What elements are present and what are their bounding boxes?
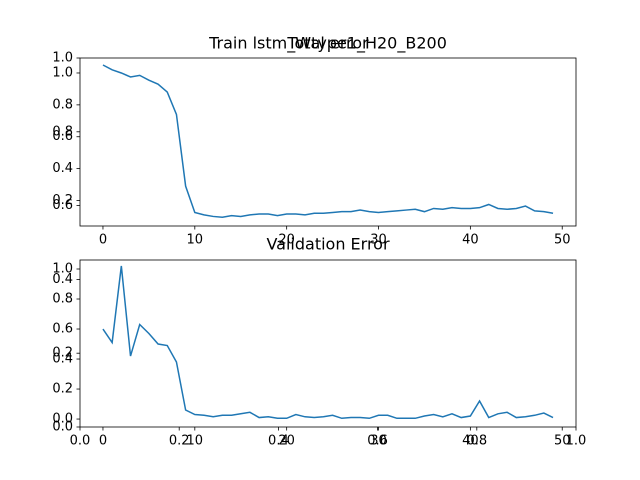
x-tick-label: 50 — [554, 434, 571, 449]
y-tick-label: 0.2 — [52, 193, 73, 208]
x-tick-label: 10 — [187, 233, 204, 248]
x-tick-label: 30 — [370, 434, 387, 449]
line-series — [102, 265, 554, 420]
y-tick-label: 0.0 — [52, 420, 73, 435]
y-tick-label: 0.4 — [52, 161, 73, 176]
y-tick-label: 0.6 — [52, 322, 73, 337]
chart-title: Validation Error — [266, 235, 390, 254]
axes-frame — [79, 57, 577, 227]
chart-title: Train lstm_Wtype1_H20_B200 — [208, 34, 447, 54]
x-tick-label: 20 — [278, 233, 295, 248]
y-tick-label: 0.6 — [52, 129, 73, 144]
y-tick-label: 0.8 — [52, 97, 73, 112]
y-tick-label: 0.0 — [52, 412, 73, 427]
y-tick-label: 0.4 — [52, 272, 73, 287]
chart-title: Total error — [286, 34, 369, 53]
y-tick-label: 1.0 — [52, 262, 73, 277]
x-tick-label: 20 — [278, 434, 295, 449]
x-tick-label: 0.2 — [169, 434, 190, 449]
y-tick-label: 0.8 — [52, 124, 73, 139]
y-tick-label: 1.0 — [52, 65, 73, 80]
line-series — [102, 64, 554, 218]
y-tick-label: 0.2 — [52, 382, 73, 397]
x-tick-label: 0.0 — [70, 434, 91, 449]
x-tick-label: 0 — [99, 233, 107, 248]
x-tick-label: 10 — [187, 434, 204, 449]
x-tick-label: 30 — [370, 233, 387, 248]
x-tick-label: 0 — [99, 434, 107, 449]
y-tick-label: 0.8 — [52, 292, 73, 307]
x-tick-label: 40 — [462, 233, 479, 248]
y-tick-label: 0.6 — [52, 198, 73, 213]
x-tick-label: 0.4 — [268, 434, 289, 449]
x-tick-label: 0.8 — [466, 434, 487, 449]
y-tick-label: 1.0 — [52, 51, 73, 66]
y-tick-label: 0.4 — [52, 352, 73, 367]
x-tick-label: 0.6 — [367, 434, 388, 449]
x-tick-label: 40 — [462, 434, 479, 449]
axes-frame — [79, 259, 577, 428]
x-tick-label: 1.0 — [566, 434, 587, 449]
y-tick-label: 0.2 — [52, 346, 73, 361]
x-tick-label: 50 — [554, 233, 571, 248]
